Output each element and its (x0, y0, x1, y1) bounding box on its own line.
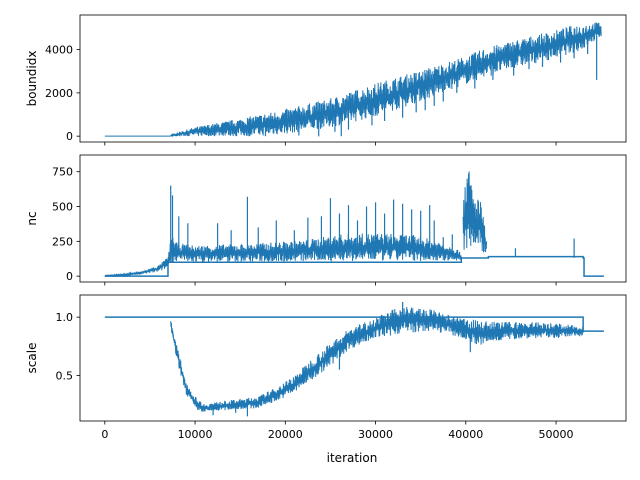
y-tick-label: 0 (66, 270, 73, 283)
x-tick-label: 50000 (539, 428, 574, 441)
panel-boundidx: 0 2000 4000 boundidx (25, 14, 627, 146)
plot-area-nc (104, 171, 604, 278)
x-ticks-scale: 0 10000 20000 30000 40000 50000 (101, 421, 574, 441)
y-tick-label: 0.5 (56, 370, 74, 383)
x-tick-label: 20000 (268, 428, 303, 441)
y-tick-label: 0 (66, 130, 73, 143)
y-tick-label: 1.0 (56, 311, 74, 324)
plot-area-scale (104, 302, 604, 417)
series-nc-band (104, 233, 462, 278)
y-tick-label: 4000 (45, 44, 73, 57)
axes-frame-boundidx (79, 14, 627, 143)
panel-scale: 0 10000 20000 30000 40000 50000 0.5 1.0 scale (25, 294, 627, 441)
y-axis-label-scale: scale (25, 343, 39, 374)
x-tick-label: 40000 (448, 428, 483, 441)
series-scale-band (170, 307, 584, 412)
y-tick-label: 250 (52, 235, 73, 248)
y-axis-label-nc: nc (25, 211, 39, 225)
series-nc-burst (462, 171, 488, 253)
series-boundidx-band (104, 22, 602, 138)
y-tick-label: 750 (52, 166, 73, 179)
y-ticks-boundidx: 0 2000 4000 (45, 44, 80, 143)
axes-frame-scale (79, 294, 627, 422)
plot-area-boundidx (104, 22, 602, 138)
y-tick-label: 500 (52, 201, 73, 214)
x-tick-label: 30000 (358, 428, 393, 441)
x-tick-label: 10000 (178, 428, 213, 441)
x-ticks-nc (104, 282, 557, 286)
y-ticks-scale: 0.5 1.0 (56, 311, 80, 383)
axes-frame-nc (79, 154, 627, 283)
panel-nc: 0 250 500 750 nc (25, 154, 627, 286)
series-scale-steps (104, 316, 604, 332)
y-axis-label-boundidx: boundidx (25, 51, 39, 107)
x-axis-label: iteration (327, 451, 378, 465)
x-tick-label: 0 (101, 428, 108, 441)
y-tick-label: 2000 (45, 87, 73, 100)
y-ticks-nc: 0 250 500 750 (52, 166, 80, 283)
x-ticks-boundidx (104, 142, 557, 146)
